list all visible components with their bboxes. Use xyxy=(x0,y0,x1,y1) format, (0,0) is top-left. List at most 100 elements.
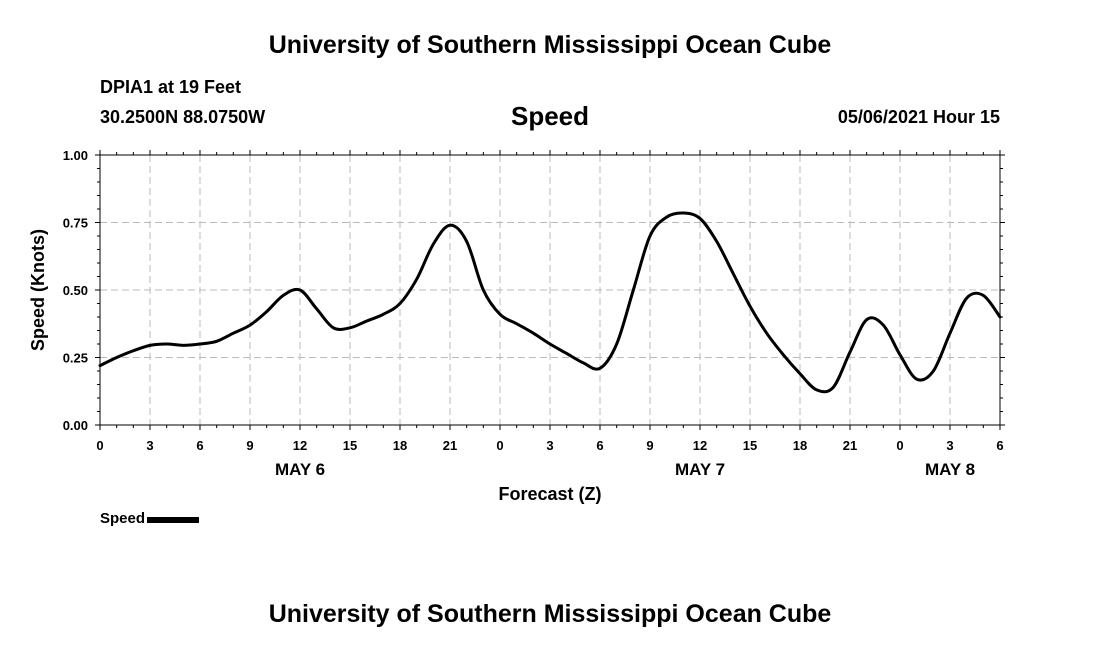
x-tick-label: 9 xyxy=(646,438,653,453)
legend-swatch xyxy=(147,517,200,523)
data-point xyxy=(199,343,201,345)
x-tick-label: 12 xyxy=(293,438,307,453)
data-point xyxy=(782,354,784,356)
data-point xyxy=(882,324,884,326)
data-point xyxy=(349,327,351,329)
forecast-datetime: 05/06/2021 Hour 15 xyxy=(837,107,1000,127)
data-point xyxy=(832,386,834,388)
date-label: MAY 8 xyxy=(925,460,975,479)
page-title: University of Southern Mississippi Ocean… xyxy=(268,31,832,59)
data-point xyxy=(165,343,167,345)
data-point xyxy=(132,350,134,352)
x-tick-label: 18 xyxy=(793,438,807,453)
data-point xyxy=(849,351,851,353)
x-axis-title: Forecast (Z) xyxy=(498,484,601,504)
data-point xyxy=(215,340,217,342)
data-point xyxy=(815,389,817,391)
data-point xyxy=(399,302,401,304)
x-tick-label: 6 xyxy=(596,438,603,453)
x-tick-label: 6 xyxy=(196,438,203,453)
x-tick-label: 21 xyxy=(443,438,457,453)
x-tick-label: 9 xyxy=(246,438,253,453)
grid-lines xyxy=(100,155,1000,425)
chart-title: Speed xyxy=(510,101,590,131)
x-tick-label: 15 xyxy=(343,438,357,453)
data-point xyxy=(649,235,651,237)
data-point xyxy=(715,240,717,242)
x-tick-label: 0 xyxy=(96,438,103,453)
data-point xyxy=(699,217,701,219)
data-point xyxy=(249,324,251,326)
x-tick-label: 3 xyxy=(146,438,153,453)
data-point xyxy=(899,354,901,356)
data-point xyxy=(149,344,151,346)
data-point xyxy=(332,327,334,329)
footer-title: University of Southern Mississippi Ocean… xyxy=(268,600,832,628)
data-point xyxy=(582,362,584,364)
legend: Speed xyxy=(100,510,200,527)
data-point xyxy=(482,289,484,291)
x-tick-label: 3 xyxy=(946,438,953,453)
data-point xyxy=(465,240,467,242)
station-label: DPIA1 at 19 Feet xyxy=(100,77,242,97)
data-point xyxy=(799,373,801,375)
x-tick-label: 6 xyxy=(996,438,1003,453)
x-tick-label: 3 xyxy=(546,438,553,453)
x-tick-label: 18 xyxy=(393,438,407,453)
data-point xyxy=(299,289,301,291)
data-point xyxy=(599,367,601,369)
y-tick-label: 1.00 xyxy=(63,148,88,163)
date-label: MAY 6 xyxy=(275,460,325,479)
y-tick-label: 0.75 xyxy=(63,216,88,231)
data-point xyxy=(765,332,767,334)
data-point xyxy=(615,343,617,345)
data-point xyxy=(999,316,1001,318)
date-labels: MAY 6 MAY 7 MAY 8 xyxy=(275,460,975,479)
data-point xyxy=(749,305,751,307)
data-point xyxy=(415,278,417,280)
coordinates-label: 30.2500N 88.0750W xyxy=(100,107,266,127)
x-tick-label: 0 xyxy=(896,438,903,453)
data-point xyxy=(282,294,284,296)
y-axis-title: Speed (Knots) xyxy=(28,229,48,351)
data-point xyxy=(499,313,501,315)
series-line-speed xyxy=(98,211,1002,394)
data-point xyxy=(515,323,517,325)
data-point xyxy=(549,343,551,345)
data-point xyxy=(265,310,267,312)
data-point xyxy=(99,364,101,366)
data-point xyxy=(232,332,234,334)
y-tick-label: 0.00 xyxy=(63,418,88,433)
data-point xyxy=(315,308,317,310)
x-tick-label: 21 xyxy=(843,438,857,453)
x-tick-label: 0 xyxy=(496,438,503,453)
data-point xyxy=(965,297,967,299)
data-point xyxy=(115,356,117,358)
data-point xyxy=(532,332,534,334)
x-tick-label: 12 xyxy=(693,438,707,453)
legend-label: Speed xyxy=(100,510,146,527)
major-ticks xyxy=(95,150,1005,430)
data-point xyxy=(982,294,984,296)
data-point xyxy=(632,289,634,291)
data-point xyxy=(949,332,951,334)
data-point xyxy=(915,378,917,380)
data-point xyxy=(865,319,867,321)
data-point xyxy=(182,344,184,346)
date-label: MAY 7 xyxy=(675,460,725,479)
data-point xyxy=(665,216,667,218)
y-tick-label: 0.25 xyxy=(63,351,88,366)
data-point xyxy=(432,243,434,245)
data-point xyxy=(932,370,934,372)
data-point xyxy=(682,212,684,214)
y-tick-label: 0.50 xyxy=(63,283,88,298)
y-tick-labels: 0.00 0.25 0.50 0.75 1.00 xyxy=(63,148,88,433)
x-tick-labels: 0 3 6 9 12 15 18 21 0 3 6 9 12 15 18 21 0 3 6 xyxy=(96,438,1003,453)
data-point xyxy=(732,273,734,275)
x-tick-label: 15 xyxy=(743,438,757,453)
data-point xyxy=(382,313,384,315)
data-point xyxy=(449,224,451,226)
data-point xyxy=(365,320,367,322)
data-point xyxy=(565,352,567,354)
